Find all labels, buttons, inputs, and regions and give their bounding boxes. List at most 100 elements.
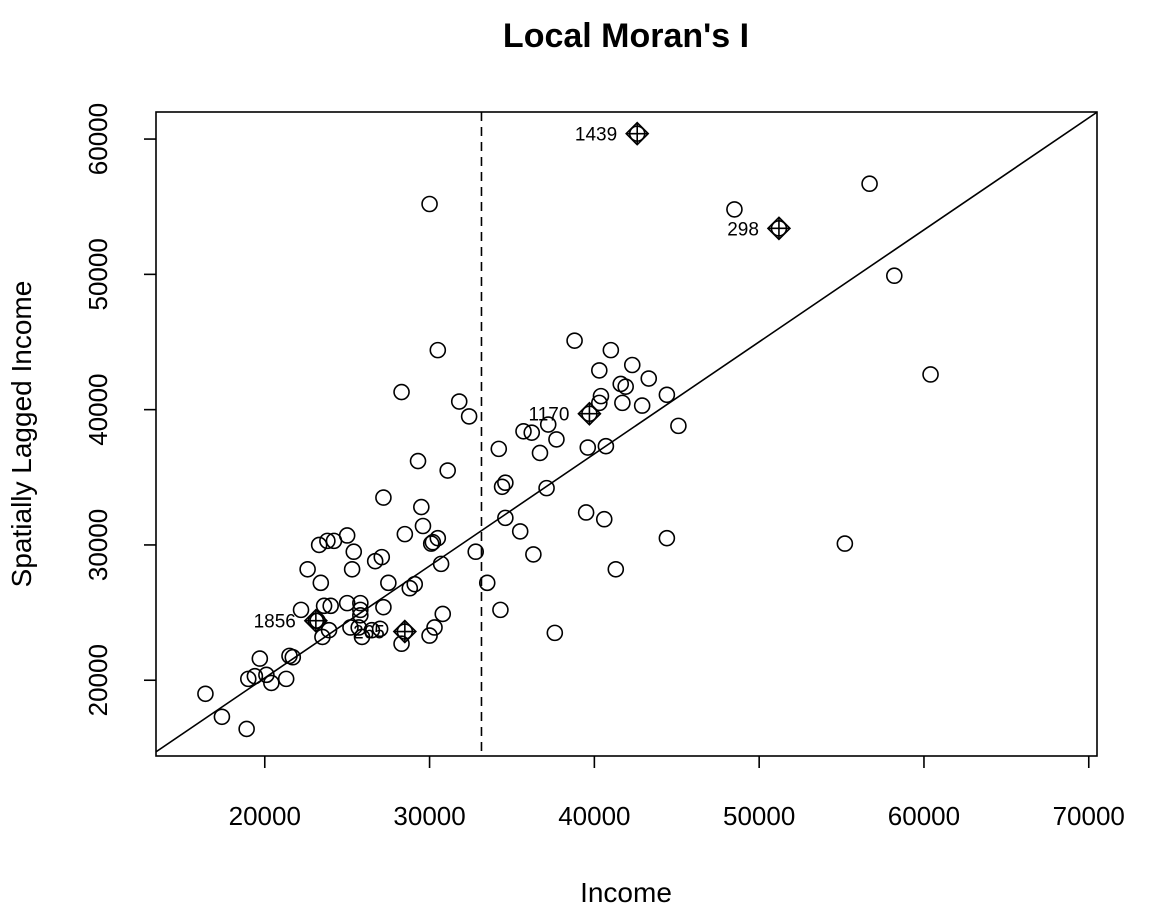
data-point-52 bbox=[429, 529, 447, 547]
data-point-65 bbox=[497, 509, 514, 527]
data-point-23 bbox=[338, 527, 356, 544]
data-point-5 bbox=[251, 650, 269, 667]
data-point-54 bbox=[432, 555, 450, 573]
data-point-10 bbox=[284, 648, 302, 666]
data-point-98 bbox=[922, 366, 939, 383]
data-point-76 bbox=[577, 504, 595, 521]
y-tick-label-3: 50000 bbox=[83, 238, 113, 310]
data-point-7 bbox=[263, 674, 280, 692]
data-point-22 bbox=[338, 594, 356, 612]
y-axis: 20000 30000 40000 50000 60000 bbox=[83, 103, 156, 716]
influential-point-0: 1439 bbox=[575, 121, 650, 146]
data-point-59 bbox=[467, 543, 485, 561]
data-point-24 bbox=[342, 619, 359, 636]
influential-point-label-2: 1170 bbox=[529, 405, 570, 426]
data-point-81 bbox=[595, 510, 613, 528]
data-point-64 bbox=[497, 474, 514, 492]
y-axis-title: Spatially Lagged Income bbox=[6, 281, 37, 588]
data-point-71 bbox=[538, 479, 555, 497]
x-tick-label-3: 50000 bbox=[723, 801, 795, 831]
data-point-90 bbox=[640, 370, 658, 387]
data-point-78 bbox=[591, 362, 608, 379]
data-point-67 bbox=[515, 422, 532, 440]
data-point-74 bbox=[548, 431, 565, 448]
y-tick-label-1: 30000 bbox=[83, 509, 113, 581]
x-tick-label-5: 70000 bbox=[1053, 801, 1125, 831]
data-point-0 bbox=[197, 685, 214, 703]
x-axis-title: Income bbox=[580, 877, 672, 908]
data-point-53 bbox=[429, 341, 447, 359]
data-point-92 bbox=[658, 529, 676, 547]
data-point-80 bbox=[592, 387, 610, 405]
y-tick-label-2: 40000 bbox=[83, 373, 113, 445]
data-point-39 bbox=[393, 383, 410, 401]
data-point-79 bbox=[591, 394, 608, 412]
influential-point-2: 1170 bbox=[529, 401, 602, 426]
chart-title: Local Moran's I bbox=[503, 17, 749, 55]
y-tick-label-0: 20000 bbox=[83, 644, 113, 716]
data-point-29 bbox=[352, 601, 369, 619]
data-point-60 bbox=[478, 574, 496, 592]
data-point-95 bbox=[836, 535, 854, 552]
data-point-94 bbox=[726, 201, 743, 218]
x-tick-label-4: 60000 bbox=[888, 801, 960, 831]
data-point-32 bbox=[363, 621, 381, 639]
data-point-34 bbox=[371, 620, 389, 638]
data-point-12 bbox=[299, 560, 316, 578]
data-point-88 bbox=[623, 356, 641, 374]
regression-line bbox=[156, 112, 1097, 753]
data-point-50 bbox=[424, 533, 442, 551]
data-point-37 bbox=[375, 598, 392, 616]
data-point-55 bbox=[434, 605, 452, 623]
data-point-47 bbox=[421, 195, 438, 213]
y-tick-label-4: 60000 bbox=[83, 103, 113, 175]
data-point-82 bbox=[597, 437, 615, 455]
data-point-30 bbox=[352, 606, 369, 624]
data-point-14 bbox=[310, 536, 328, 554]
influential-point-label-4: 265 bbox=[353, 623, 385, 644]
data-point-18 bbox=[319, 532, 336, 550]
data-point-61 bbox=[490, 440, 508, 458]
data-point-36 bbox=[375, 489, 392, 506]
data-point-87 bbox=[617, 378, 634, 395]
data-point-51 bbox=[426, 619, 443, 636]
data-point-84 bbox=[607, 560, 625, 578]
data-point-97 bbox=[885, 267, 903, 285]
data-point-75 bbox=[566, 332, 583, 349]
influential-point-4: 265 bbox=[353, 619, 417, 644]
data-point-93 bbox=[670, 417, 687, 435]
data-point-89 bbox=[633, 397, 651, 414]
data-point-28 bbox=[352, 594, 369, 612]
data-point-27 bbox=[350, 619, 368, 636]
scatter-points bbox=[197, 175, 939, 738]
data-point-4 bbox=[246, 667, 264, 685]
plot-frame bbox=[155, 111, 1098, 757]
data-point-26 bbox=[345, 543, 363, 561]
data-point-86 bbox=[614, 394, 631, 412]
x-axis: 20000 30000 40000 50000 60000 70000 bbox=[229, 756, 1125, 831]
data-point-40 bbox=[393, 635, 410, 653]
influential-point-label-1: 298 bbox=[727, 219, 759, 240]
influential-points: 1439 298 1170 1856 265 bbox=[254, 121, 792, 644]
data-point-73 bbox=[546, 624, 564, 642]
data-point-11 bbox=[292, 601, 310, 619]
x-tick-label-0: 20000 bbox=[229, 801, 301, 831]
data-point-1 bbox=[213, 708, 231, 726]
data-point-17 bbox=[315, 597, 333, 615]
data-point-58 bbox=[460, 408, 478, 425]
data-point-96 bbox=[861, 175, 878, 193]
data-point-77 bbox=[579, 439, 597, 456]
data-point-42 bbox=[401, 579, 419, 597]
influential-point-label-3: 1856 bbox=[254, 612, 296, 633]
data-point-63 bbox=[493, 478, 511, 496]
data-point-72 bbox=[539, 416, 557, 433]
data-point-35 bbox=[373, 548, 391, 566]
data-point-19 bbox=[320, 621, 338, 639]
data-point-2 bbox=[238, 720, 255, 738]
data-point-56 bbox=[439, 462, 456, 479]
data-point-21 bbox=[322, 597, 339, 615]
influential-point-label-0: 1439 bbox=[575, 125, 617, 146]
data-point-83 bbox=[602, 341, 620, 359]
x-tick-label-1: 30000 bbox=[393, 801, 465, 831]
